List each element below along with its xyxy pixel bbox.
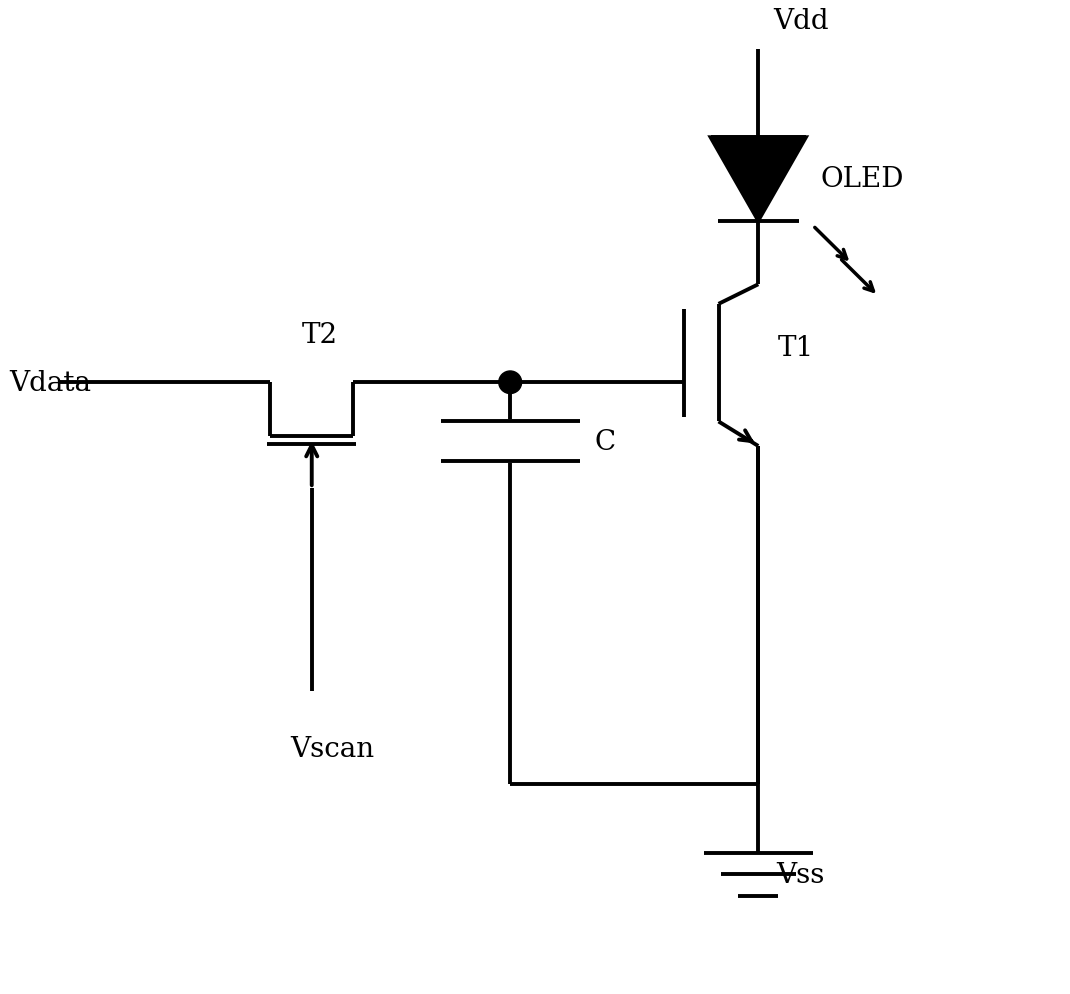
Text: C: C xyxy=(595,428,615,455)
Text: Vdd: Vdd xyxy=(774,8,829,36)
Text: Vscan: Vscan xyxy=(290,736,374,762)
Text: Vss: Vss xyxy=(776,861,825,888)
Text: OLED: OLED xyxy=(821,166,904,193)
Text: T2: T2 xyxy=(302,322,338,349)
Circle shape xyxy=(499,372,521,395)
Text: Vdata: Vdata xyxy=(10,370,91,397)
Polygon shape xyxy=(710,138,806,222)
Text: T1: T1 xyxy=(778,335,814,362)
